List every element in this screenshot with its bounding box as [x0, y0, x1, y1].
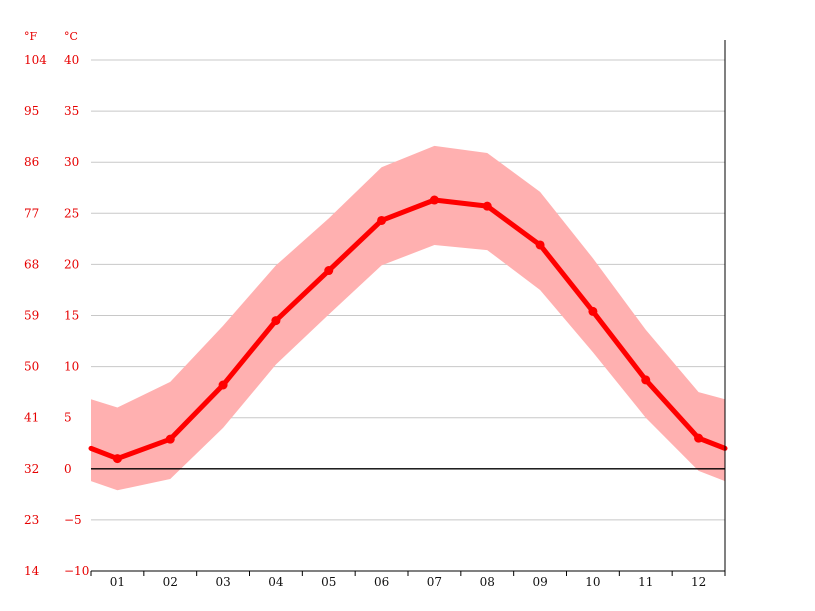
temperature-range-band	[91, 145, 725, 491]
average-line	[88, 197, 728, 462]
y-tick-label-fahrenheit: 95	[24, 104, 39, 118]
average-point	[588, 306, 598, 316]
x-tick-label: 07	[427, 575, 442, 589]
celsius-unit-label: °C	[64, 30, 78, 43]
x-tick-label: 08	[480, 575, 495, 589]
average-point	[165, 434, 175, 444]
y-tick-label-celsius: 20	[64, 257, 79, 271]
average-temperature-series	[88, 195, 728, 464]
y-tick-label-fahrenheit: 14	[24, 564, 40, 578]
y-tick-label-fahrenheit: 41	[24, 411, 39, 425]
axes	[90, 40, 726, 576]
average-point	[694, 433, 704, 443]
x-tick-label: 12	[691, 575, 706, 589]
x-tick-label: 05	[321, 575, 336, 589]
average-point	[482, 201, 492, 211]
y-tick-label-fahrenheit: 86	[24, 155, 39, 169]
x-tick-label: 11	[638, 575, 653, 589]
average-point	[324, 266, 334, 276]
average-point	[535, 240, 545, 250]
y-tick-label-celsius: 15	[64, 309, 79, 323]
y-tick-label-celsius: 35	[64, 104, 79, 118]
y-tick-label-celsius: 10	[64, 360, 79, 374]
average-point	[271, 316, 281, 326]
x-tick-labels: 01 02 03 04 05 06 07 08 09 10 11 12	[110, 575, 706, 589]
x-tick-label: 01	[110, 575, 125, 589]
fahrenheit-unit-label: °F	[24, 30, 38, 43]
average-point	[377, 215, 387, 225]
average-point	[429, 195, 439, 205]
average-point	[641, 375, 651, 385]
y-tick-label-celsius: 40	[64, 53, 79, 67]
x-tick-label: 06	[374, 575, 389, 589]
range-band-area	[91, 145, 725, 491]
y-tick-label-celsius: 0	[64, 462, 72, 476]
y-tick-labels: 104 40 95 35 86 30 77 25 68 20 59 15 50 10 41 5 32 0 23 −5 1…	[24, 53, 89, 578]
y-tick-label-celsius: −5	[64, 513, 82, 527]
y-tick-label-fahrenheit: 32	[24, 462, 39, 476]
y-tick-label-fahrenheit: 59	[24, 309, 39, 323]
average-point	[218, 380, 228, 390]
y-tick-label-celsius: 5	[64, 411, 72, 425]
x-tick-label: 03	[215, 575, 230, 589]
y-tick-label-fahrenheit: 77	[24, 206, 39, 220]
y-tick-label-fahrenheit: 68	[24, 257, 39, 271]
x-tick-label: 09	[532, 575, 547, 589]
y-tick-label-celsius: 25	[64, 206, 79, 220]
y-tick-label-celsius: 30	[64, 155, 79, 169]
x-tick-label: 02	[163, 575, 178, 589]
y-tick-label-fahrenheit: 50	[24, 360, 39, 374]
y-tick-label-celsius: −10	[64, 564, 89, 578]
x-tick-label: 10	[585, 575, 600, 589]
x-tick-label: 04	[268, 575, 284, 589]
y-tick-label-fahrenheit: 23	[24, 513, 39, 527]
y-tick-label-fahrenheit: 104	[24, 53, 47, 67]
average-point	[112, 454, 122, 464]
